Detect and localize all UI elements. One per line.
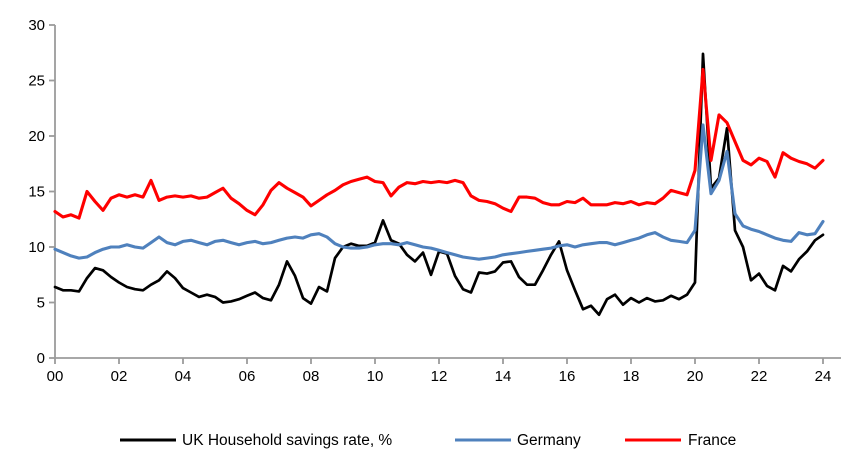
x-tick-label: 10 bbox=[367, 368, 384, 385]
x-tick-label: 04 bbox=[175, 368, 192, 385]
x-tick-label: 06 bbox=[239, 368, 256, 385]
x-tick-label: 22 bbox=[751, 368, 768, 385]
y-tick-label: 15 bbox=[28, 184, 45, 201]
axes-layer: 0 5 10 15 20 25 30 00 02 04 06 08 10 12 14 16 18 20 22 24 bbox=[28, 17, 841, 385]
y-tick-label: 25 bbox=[28, 73, 45, 90]
y-tick-label: 30 bbox=[28, 17, 45, 34]
x-tick-label: 12 bbox=[431, 368, 448, 385]
x-tick-label: 16 bbox=[559, 368, 576, 385]
legend-label-germany: Germany bbox=[517, 432, 581, 449]
x-tick-label: 00 bbox=[47, 368, 64, 385]
chart-legend: UK Household savings rate, % Germany Fra… bbox=[120, 432, 736, 449]
series-line-germany bbox=[53, 123, 825, 261]
x-tick-label: 24 bbox=[815, 368, 832, 385]
y-tick-label: 10 bbox=[28, 239, 45, 256]
y-tick-label: 20 bbox=[28, 128, 45, 145]
y-tick-label: 5 bbox=[37, 295, 45, 312]
y-tick-label: 0 bbox=[37, 350, 45, 367]
series-line-uk bbox=[53, 52, 825, 317]
x-tick-label: 02 bbox=[111, 368, 128, 385]
x-tick-label: 18 bbox=[623, 368, 640, 385]
x-tick-label: 08 bbox=[303, 368, 320, 385]
series-layer bbox=[53, 52, 825, 317]
legend-label-uk: UK Household savings rate, % bbox=[182, 432, 392, 449]
series-line-france bbox=[53, 67, 825, 220]
x-tick-label: 20 bbox=[687, 368, 704, 385]
legend-label-france: France bbox=[688, 432, 736, 449]
x-tick-label: 14 bbox=[495, 368, 512, 385]
